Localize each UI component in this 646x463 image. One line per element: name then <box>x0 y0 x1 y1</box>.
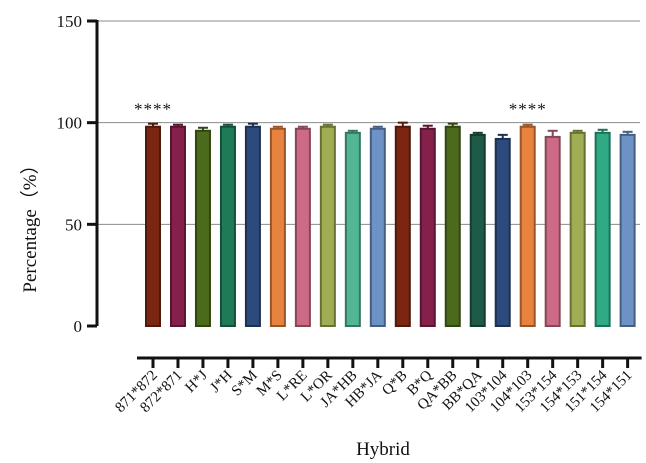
bar <box>619 133 636 327</box>
bar <box>444 125 461 327</box>
x-tick-label: Q*B <box>379 368 410 399</box>
bar <box>269 127 286 327</box>
y-axis-title: Percentage（%） <box>19 155 41 292</box>
bar <box>494 137 511 327</box>
bar <box>344 131 361 327</box>
significance-marker: **** <box>134 99 172 118</box>
bar <box>469 133 486 327</box>
bar <box>219 125 236 327</box>
y-axis: 0 50 100 150 <box>57 12 99 336</box>
bar <box>194 129 211 327</box>
bar <box>244 125 261 327</box>
bar <box>419 127 436 327</box>
x-tick-label: H*J <box>182 367 211 396</box>
bar <box>145 125 161 327</box>
x-axis: 871*872872*871H*JJ*HS*MM*SL*REL*ORJA*HBH… <box>112 356 642 416</box>
y-tick-label: 150 <box>57 12 83 31</box>
y-tick-label: 50 <box>65 215 82 234</box>
bar <box>544 135 561 327</box>
bar <box>519 125 536 327</box>
bar <box>169 125 186 327</box>
bar <box>294 127 311 327</box>
bar <box>319 125 336 327</box>
bar <box>369 127 386 327</box>
annotations: **** **** <box>134 99 547 118</box>
y-tick-label: 0 <box>74 317 83 336</box>
bar <box>394 125 411 327</box>
y-tick-label: 100 <box>57 114 83 133</box>
bar <box>594 131 611 327</box>
bars <box>145 121 636 327</box>
x-tick-label: S*M <box>229 368 261 400</box>
bar <box>569 131 586 327</box>
x-axis-title: Hybrid <box>356 439 410 460</box>
significance-marker: **** <box>509 99 547 118</box>
